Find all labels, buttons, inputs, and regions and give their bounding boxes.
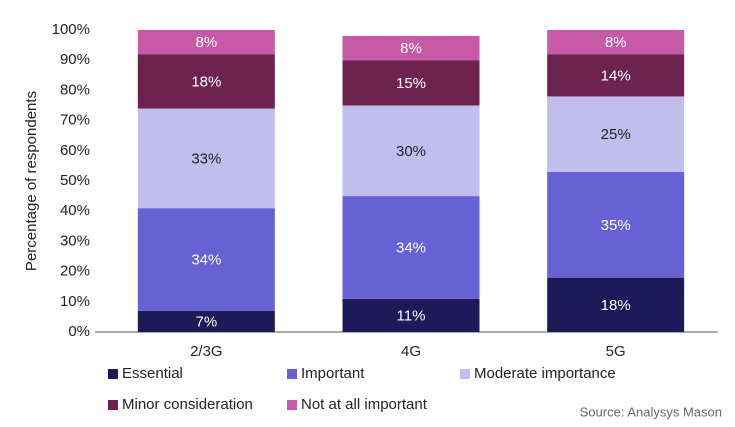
bar-segment xyxy=(547,54,685,97)
y-tick-label: 100% xyxy=(52,21,90,38)
data-label: 33% xyxy=(191,150,221,167)
data-label: 14% xyxy=(601,67,631,84)
bar-segment xyxy=(137,108,275,209)
bar-segment xyxy=(342,196,480,299)
legend-label: Minor consideration xyxy=(122,396,253,413)
bar-segment xyxy=(547,171,685,278)
data-label: 15% xyxy=(396,75,426,92)
data-label: 34% xyxy=(396,239,426,256)
bar-segment xyxy=(137,310,275,332)
data-label: 18% xyxy=(601,297,631,314)
y-tick-label: 50% xyxy=(60,172,90,189)
data-label: 8% xyxy=(400,40,422,57)
legend-label: Essential xyxy=(122,365,183,382)
legend-swatch xyxy=(108,369,118,379)
bar-segment xyxy=(547,277,685,332)
y-tick-label: 0% xyxy=(68,323,90,340)
x-tick-label: 4G xyxy=(401,343,421,360)
legend-label: Not at all important xyxy=(301,396,428,413)
bar-segment xyxy=(137,30,275,55)
source: Source: Analysys Mason xyxy=(580,404,722,419)
bar-segment xyxy=(342,298,480,332)
data-label: 8% xyxy=(195,34,217,51)
data-label: 35% xyxy=(601,217,631,234)
bar-segment xyxy=(137,208,275,311)
bar-segment xyxy=(342,36,480,61)
bar-segment xyxy=(547,30,685,55)
y-tick-label: 80% xyxy=(60,81,90,98)
legend-swatch xyxy=(108,400,118,410)
legend-swatch xyxy=(287,400,297,410)
data-label: 18% xyxy=(191,73,221,90)
legend-swatch xyxy=(287,369,297,379)
data-label: 25% xyxy=(601,126,631,143)
legend-label: Moderate importance xyxy=(474,365,616,382)
data-label: 11% xyxy=(397,307,426,324)
legend-swatch xyxy=(460,369,470,379)
data-label: 7% xyxy=(195,313,217,330)
y-tick-label: 20% xyxy=(60,263,90,280)
y-tick-label: 10% xyxy=(60,293,90,310)
y-tick-label: 70% xyxy=(60,112,90,129)
x-tick-label: 2/3G xyxy=(190,343,223,360)
data-label: 8% xyxy=(605,34,627,51)
legend-label: Important xyxy=(301,365,365,382)
data-label: 30% xyxy=(396,143,426,160)
data-label: 34% xyxy=(191,251,221,268)
y-tick-label: 60% xyxy=(60,142,90,159)
bar-segment xyxy=(137,54,275,109)
y-tick-label: 30% xyxy=(60,232,90,249)
y-axis-label: Percentage of respondents xyxy=(23,91,40,271)
y-tick-label: 90% xyxy=(60,51,90,68)
y-tick-label: 40% xyxy=(60,202,90,219)
bar-segment xyxy=(342,60,480,106)
bar-segment xyxy=(547,96,685,172)
bar-segment xyxy=(342,105,480,197)
x-tick-label: 5G xyxy=(606,343,626,360)
